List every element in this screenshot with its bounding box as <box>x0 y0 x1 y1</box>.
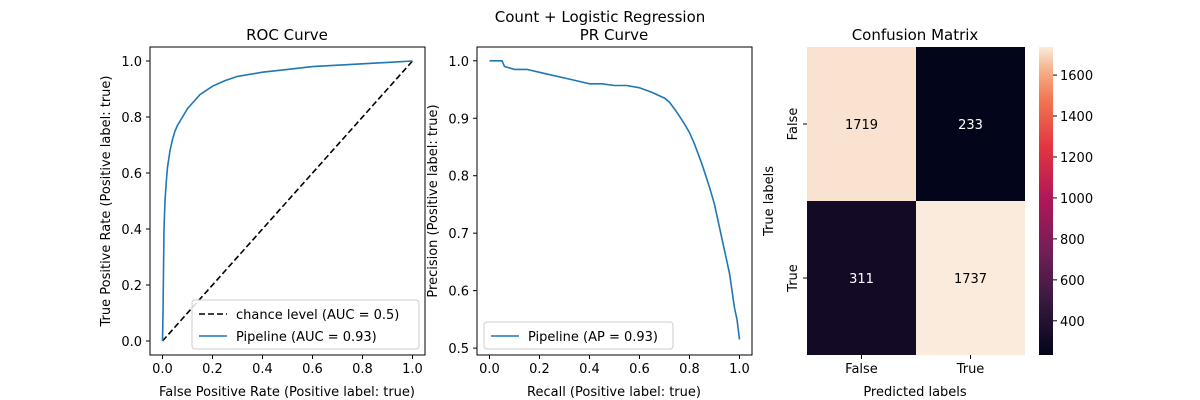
pr-lines <box>489 59 741 340</box>
roc-chart: ROC Curve 0.0 0.2 0.4 0.6 0.8 1.0 0.00.20.40.… <box>99 26 426 400</box>
cm-colorbar: 400 600 800 1000 1200 1400 1600 <box>1039 47 1093 355</box>
roc-ytick-label: 0.8 <box>121 111 142 126</box>
pr-title: PR Curve <box>580 26 649 44</box>
pr-xtick-label: 0.2 <box>529 362 550 377</box>
pr-series-line-0 <box>489 59 741 340</box>
roc-xlabel: False Positive Rate (Positive label: tru… <box>159 385 415 400</box>
cm-cell-value: 233 <box>958 118 983 133</box>
roc-legend-label-pipeline: Pipeline (AUC = 0.93) <box>236 330 377 345</box>
cm-colorbar-gradient <box>1039 47 1053 355</box>
roc-xtick-label: 1.0 <box>402 362 423 377</box>
pr-legend-box <box>483 321 674 350</box>
cm-colorbar-tick-label: 600 <box>1060 274 1085 289</box>
roc-legend-box <box>191 299 420 350</box>
pr-legend-label-pipeline: Pipeline (AP = 0.93) <box>528 330 658 345</box>
pr-xtick-label: 0.6 <box>629 362 650 377</box>
pr-ytick-label: 0.9 <box>448 112 469 127</box>
cm-colorbar-tick-label: 800 <box>1060 233 1085 248</box>
roc-title: ROC Curve <box>246 26 328 44</box>
pr-xtick-label: 1.0 <box>729 362 750 377</box>
cm-ticks: False True False True <box>786 108 984 377</box>
cm-ytick-label: False <box>786 108 801 141</box>
pr-ytick-label: 0.6 <box>448 285 469 300</box>
roc-xtick-label: 0.2 <box>202 362 223 377</box>
pr-ytick-label: 1.0 <box>448 55 469 70</box>
roc-xtick-label: 0.8 <box>352 362 373 377</box>
roc-legend-label-chance: chance level (AUC = 0.5) <box>236 308 399 323</box>
cm-cells: 1719 233 311 1737 <box>807 47 1025 355</box>
pr-chart: PR Curve 0.0 0.2 0.4 0.6 0.8 1.0 0.5 0.6 0.7 0.8… <box>426 26 753 400</box>
pr-x-ticks: 0.0 0.2 0.4 0.6 0.8 1.0 <box>479 355 750 377</box>
roc-series-line-1 <box>161 60 413 342</box>
pr-ylabel: Precision (Positive label: true) <box>426 104 441 297</box>
cm-cell-value: 1737 <box>954 272 987 287</box>
cm-colorbar-ticks: 400 600 800 1000 1200 1400 1600 <box>1053 69 1093 330</box>
cm-colorbar-tick-label: 1200 <box>1060 151 1093 166</box>
pr-xtick-label: 0.4 <box>579 362 600 377</box>
roc-legend: chance level (AUC = 0.5) Pipeline (AUC =… <box>191 299 420 350</box>
cm-cell <box>807 201 916 355</box>
pr-ytick-label: 0.8 <box>448 170 469 185</box>
roc-y-ticks: 0.0 0.2 0.4 0.6 0.8 1.0 <box>121 55 150 350</box>
cm-ylabel: True labels <box>762 166 777 237</box>
roc-ytick-label: 0.2 <box>121 279 142 294</box>
cm-cell <box>916 201 1025 355</box>
cm-xtick-label: False <box>845 362 878 377</box>
cm-xtick-label: True <box>956 362 985 377</box>
pr-legend: Pipeline (AP = 0.93) <box>483 321 674 350</box>
cm-colorbar-tick-label: 1000 <box>1060 192 1093 207</box>
roc-ylabel: True Positive Rate (Positive label: true… <box>99 76 114 328</box>
roc-xtick-label: 0.0 <box>152 362 173 377</box>
roc-axes-frame <box>149 46 426 356</box>
roc-lines <box>161 60 414 342</box>
pr-xtick-label: 0.8 <box>679 362 700 377</box>
cm-colorbar-tick-label: 1400 <box>1060 110 1093 125</box>
roc-ytick-label: 0.4 <box>121 223 142 238</box>
cm-colorbar-tick-label: 1600 <box>1060 69 1093 84</box>
pr-y-ticks: 0.5 0.6 0.7 0.8 0.9 1.0 <box>448 55 477 357</box>
pr-xtick-label: 0.0 <box>479 362 500 377</box>
cm-xlabel: Predicted labels <box>863 385 967 400</box>
cm-cell <box>916 47 1025 201</box>
cm-cell <box>807 47 916 201</box>
cm-colorbar-tick-label: 400 <box>1060 315 1085 330</box>
roc-ytick-label: 0.0 <box>121 335 142 350</box>
pr-ytick-label: 0.5 <box>448 342 469 357</box>
roc-series-line-0 <box>161 60 414 342</box>
roc-x-ticks: 0.0 0.2 0.4 0.6 0.8 1.0 <box>152 355 423 377</box>
cm-ytick-label: True <box>786 264 801 293</box>
cm-title: Confusion Matrix <box>852 26 979 44</box>
figure-suptitle: Count + Logistic Regression <box>495 8 706 26</box>
pr-ytick-label: 0.7 <box>448 227 469 242</box>
confusion-matrix-chart: Confusion Matrix 1719 233 311 1737 False Tru… <box>762 26 1093 400</box>
roc-ytick-label: 0.6 <box>121 167 142 182</box>
cm-cell-value: 1719 <box>845 118 878 133</box>
pr-xlabel: Recall (Positive label: true) <box>527 385 701 400</box>
pr-axes-frame <box>476 46 753 356</box>
roc-xtick-label: 0.6 <box>302 362 323 377</box>
cm-cell-value: 311 <box>849 272 874 287</box>
roc-ytick-label: 1.0 <box>121 55 142 70</box>
roc-xtick-label: 0.4 <box>252 362 273 377</box>
